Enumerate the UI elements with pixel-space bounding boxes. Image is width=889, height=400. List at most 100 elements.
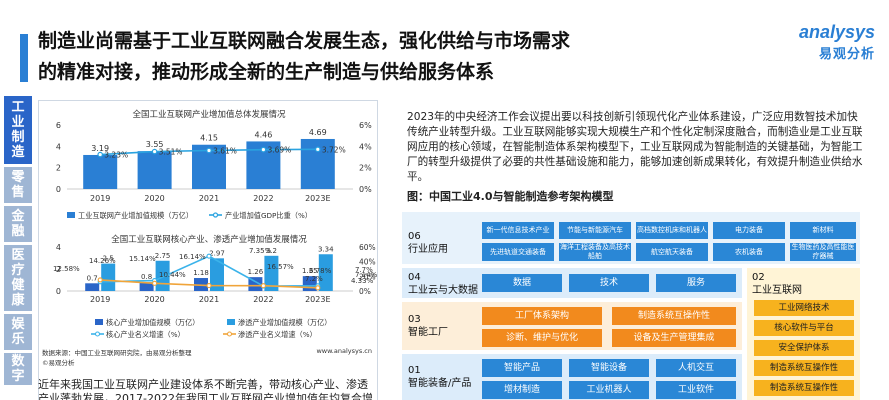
logo-text-en: analysys <box>798 22 875 42</box>
app-cell: 高档数控机床和机器人 <box>636 222 708 239</box>
bar-value-label: 3.19 <box>91 144 109 153</box>
layer-number: 06 <box>408 231 421 242</box>
legend-label: 工业互联网产业增加值规模（万亿） <box>78 211 193 220</box>
layer-label: 04 工业云与大数据 <box>408 271 478 297</box>
line-value-label: 7.35% <box>249 247 272 255</box>
bar-value-label: 1.35 <box>302 267 318 275</box>
tab-label: 数字 <box>11 354 25 384</box>
line-value-label: 3.61% <box>213 146 237 155</box>
bar <box>264 255 279 291</box>
bar-value-label: 4.15 <box>200 134 218 143</box>
layer-name: 智能装备/产品 <box>408 378 472 389</box>
architecture-diagram: 06 行业应用 新一代信息技术产业 节能与新能源汽车 高档数控机床和机器人 电力装… <box>402 212 860 400</box>
line-point <box>97 277 103 283</box>
title-accent-bar <box>20 34 28 82</box>
y2-tick-label: 0% <box>359 185 372 194</box>
equipment-cell: 增材制造 <box>482 381 562 399</box>
tab-healthcare[interactable]: 医疗健康 <box>4 245 32 311</box>
bar-value-label: 4.46 <box>254 130 272 139</box>
line-value-label: 7.14% <box>355 271 378 279</box>
bar <box>137 151 172 189</box>
analysys-logo: analysys 易观分析 <box>789 22 875 62</box>
layer-label: 02 工业互联网 <box>752 271 802 297</box>
bar <box>85 283 100 291</box>
line-value-label: 12.58% <box>53 265 80 273</box>
bar-value-label: 3.34 <box>318 245 334 253</box>
copyright-text: ©易观分析 <box>42 359 75 367</box>
app-cell: 电力装备 <box>713 222 785 239</box>
x-tick-label: 2023E <box>305 295 330 304</box>
legend-label: 核心产业名义增速（%） <box>106 330 185 339</box>
legend-label: 渗透产业增加值规模（万亿） <box>238 318 331 327</box>
app-cell: 新材料 <box>790 222 856 239</box>
layer-name: 行业应用 <box>408 244 448 255</box>
bar-value-label: 4.69 <box>309 128 327 137</box>
layer-number: 04 <box>408 272 421 283</box>
equipment-cell: 智能产品 <box>482 359 562 377</box>
x-tick-label: 2019 <box>90 194 110 203</box>
body-paragraph: 2023年的中央经济工作会议提出要以科技创新引领现代化产业体系建设，广泛应用数智… <box>407 111 863 183</box>
tab-label: 医疗健康 <box>11 248 25 308</box>
factory-cell: 设备及生产管理集成 <box>612 329 736 347</box>
legend-swatch <box>227 319 235 325</box>
x-tick-label: 2023E <box>305 194 330 203</box>
x-tick-label: 2021 <box>199 295 219 304</box>
bar <box>318 254 333 291</box>
x-tick-label: 2021 <box>199 194 219 203</box>
tab-retail[interactable]: 零售 <box>4 167 32 203</box>
y-tick-label: 2 <box>56 265 61 274</box>
internet-cell: 核心软件与平台 <box>754 320 854 336</box>
tab-label: 零售 <box>11 170 25 200</box>
app-cell: 节能与新能源汽车 <box>559 222 631 239</box>
sidebar-tabs: 工业制造 零售 金融 医疗健康 娱乐 数字 <box>4 96 32 400</box>
line-value-label: 7.2% <box>305 275 323 283</box>
chart-source: 数据来源：中国工业互联网研究院，由易观分析整理 ©易观分析 www.analys… <box>39 347 377 367</box>
figure-title: 图：中国工业4.0与智能制造参考架构模型 <box>407 190 614 203</box>
tab-label: 娱乐 <box>11 317 25 347</box>
bar-value-label: 0.7 <box>87 274 98 282</box>
title-line-1: 制造业尚需基于工业互联网融合发展生态，强化供给与市场需求 <box>38 30 571 52</box>
line-point <box>97 151 104 158</box>
x-tick-label: 2020 <box>144 194 164 203</box>
layer-label: 03 智能工厂 <box>408 313 448 339</box>
app-cell: 新一代信息技术产业 <box>482 222 554 239</box>
line-point <box>206 147 212 154</box>
y2-tick-label: 0% <box>359 287 371 296</box>
bar-value-label: 0.8 <box>141 273 152 281</box>
line-point <box>260 283 266 289</box>
y-tick-label: 4 <box>56 243 61 252</box>
y-tick-label: 6 <box>56 121 61 130</box>
x-tick-label: 2022 <box>253 295 273 304</box>
charts-panel: 全国工业互联网产业增加值总体发展情况 0 2 4 6 0% 2% 4% 6% 3.19 2019 3.… <box>38 100 378 400</box>
cloud-cell: 数据 <box>482 274 562 292</box>
legend-swatch <box>95 319 103 325</box>
legend-marker <box>226 331 233 337</box>
tab-industrial[interactable]: 工业制造 <box>4 96 32 164</box>
x-tick-label: 2020 <box>144 295 164 304</box>
legend-label: 核心产业增加值规模（万亿） <box>106 318 199 327</box>
bar <box>83 154 118 189</box>
line-value-label: 15.14% <box>129 255 156 263</box>
y-tick-label: 0 <box>56 287 61 296</box>
line-value-label: 3.23% <box>104 151 128 160</box>
tab-finance[interactable]: 金融 <box>4 206 32 242</box>
tab-entertainment[interactable]: 娱乐 <box>4 314 32 350</box>
bar <box>101 263 116 291</box>
app-cell: 航空航天装备 <box>636 243 708 261</box>
internet-cell: 制造系统互操作性 <box>754 380 854 396</box>
source-text: 数据来源：中国工业互联网研究院，由易观分析整理 <box>42 349 192 357</box>
tab-digital[interactable]: 数字 <box>4 353 32 385</box>
line-point <box>152 280 158 286</box>
line-point <box>260 146 267 153</box>
bar-value-label: 3.55 <box>146 140 164 149</box>
layer-number: 03 <box>408 314 421 325</box>
cloud-cell: 服务 <box>656 274 736 292</box>
legend-label: 渗透产业名义增速（%） <box>238 330 317 339</box>
line-value-label: 6.78% <box>309 267 332 275</box>
y2-tick-label: 4% <box>359 142 372 151</box>
line-value-label: 14.26% <box>89 257 116 265</box>
y-tick-label: 4 <box>56 142 61 151</box>
bar-value-label: 3.2 <box>266 247 277 255</box>
line-point <box>315 285 321 291</box>
y2-tick-label: 2% <box>359 164 372 173</box>
